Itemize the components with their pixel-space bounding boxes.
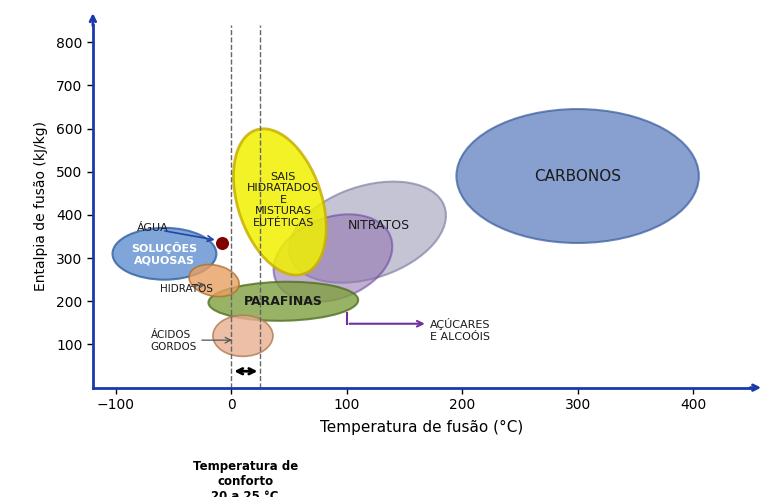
Ellipse shape <box>213 315 273 356</box>
Text: ÁCIDOS
GORDOS: ÁCIDOS GORDOS <box>151 330 197 352</box>
Text: SAIS
HIDRATADOS
E
MISTURAS
EUTÉTICAS: SAIS HIDRATADOS E MISTURAS EUTÉTICAS <box>248 171 320 228</box>
Point <box>216 239 228 247</box>
Ellipse shape <box>112 228 217 280</box>
Ellipse shape <box>289 181 446 283</box>
Text: CARBONOS: CARBONOS <box>534 168 622 183</box>
Text: AÇÚCARES
E ALCOÓIS: AÇÚCARES E ALCOÓIS <box>430 319 491 342</box>
Text: SOLUÇÕES
AQUOSAS: SOLUÇÕES AQUOSAS <box>132 242 197 265</box>
Text: ÁGUA: ÁGUA <box>137 223 169 233</box>
Text: NITRATOS: NITRATOS <box>348 219 410 232</box>
Ellipse shape <box>189 264 239 297</box>
Y-axis label: Entalpia de fusão (kJ/kg): Entalpia de fusão (kJ/kg) <box>34 121 48 291</box>
Ellipse shape <box>273 214 392 302</box>
Text: Temperatura de
conforto
20 a 25 °C: Temperatura de conforto 20 a 25 °C <box>193 460 298 497</box>
Text: PARAFINAS: PARAFINAS <box>244 295 323 308</box>
X-axis label: Temperatura de fusão (°C): Temperatura de fusão (°C) <box>320 420 523 435</box>
Text: HIDRATOS: HIDRATOS <box>159 284 213 294</box>
Ellipse shape <box>234 129 327 275</box>
Ellipse shape <box>208 282 358 321</box>
Ellipse shape <box>457 109 699 243</box>
